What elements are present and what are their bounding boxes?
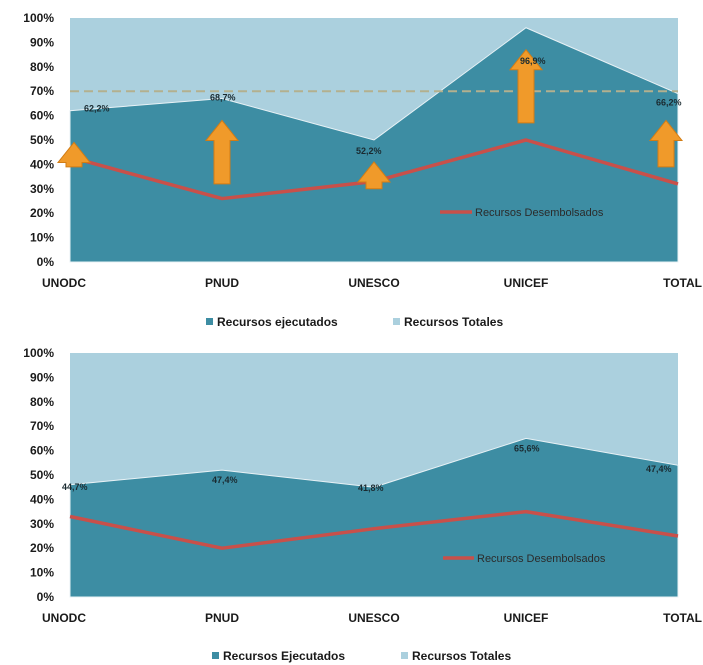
y-tick-label: 80% [30,60,54,74]
data-label-unesco: 52,2% [356,146,382,156]
line-legend-label: Recursos Desembolsados [475,207,604,219]
data-label-total: 47,4% [646,464,672,474]
arrow-pnud [204,119,240,185]
y-tick-label: 40% [30,492,54,506]
arrow-total [648,119,684,168]
x-tick-label-unesco: UNESCO [348,611,399,625]
data-label-unicef: 96,9% [520,56,546,66]
data-label-unesco: 41,8% [358,483,384,493]
x-tick-label-total: TOTAL [663,611,702,625]
legend-swatch-0 [212,652,219,659]
y-tick-label: 100% [23,11,54,25]
x-tick-label-unodc: UNODC [42,276,86,290]
chart-bottom: 44,7% 47,4% 41,8% 65,6% 47,4% 0% 10% 20% 30% 40% 5… [23,346,702,663]
y-tick-label: 50% [30,468,54,482]
line-legend-label: Recursos Desembolsados [477,553,606,565]
legend-label-1: Recursos Totales [404,315,503,329]
y-tick-label: 10% [30,566,54,580]
y-tick-label: 20% [30,206,54,220]
legend-swatch-1 [393,318,400,325]
y-tick-label: 80% [30,395,54,409]
legend-swatch-1 [401,652,408,659]
line-recursos-desembolsados [69,509,679,550]
x-tick-label-pnud: PNUD [205,276,239,290]
legend-label-0: Recursos ejecutados [217,315,338,329]
chart-top: 62,2% 68,7% 52,2% 96,9% 66,2% 0% 10% 20% 30% 40% 5… [23,11,702,329]
x-tick-label-unesco: UNESCO [348,276,399,290]
arrow-unodc [56,141,92,168]
y-tick-label: 60% [30,109,54,123]
y-tick-label: 50% [30,133,54,147]
legend-swatch-0 [206,318,213,325]
arrow-unesco [356,161,392,190]
y-tick-label: 90% [30,35,54,49]
x-tick-label-unicef: UNICEF [504,276,549,290]
y-tick-label: 90% [30,370,54,384]
legend-label-1: Recursos Totales [412,649,511,663]
data-label-unicef: 65,6% [514,443,540,453]
data-label-pnud: 68,7% [210,93,236,103]
x-tick-label-unicef: UNICEF [504,611,549,625]
y-tick-label: 40% [30,157,54,171]
y-tick-label: 20% [30,541,54,555]
y-tick-label: 100% [23,346,54,360]
y-tick-label: 30% [30,182,54,196]
x-tick-label-pnud: PNUD [205,611,239,625]
data-label-unodc: 62,2% [84,104,110,114]
y-tick-label: 0% [37,590,55,604]
data-label-total: 66,2% [656,98,682,108]
x-tick-label-unodc: UNODC [42,611,86,625]
area-recursos-ejecutados [69,437,679,598]
y-tick-label: 0% [37,255,55,269]
y-tick-label: 70% [30,84,54,98]
data-label-pnud: 47,4% [212,475,238,485]
legend-label-0: Recursos Ejecutados [223,649,345,663]
y-tick-label: 70% [30,419,54,433]
arrow-unicef [508,48,544,124]
y-tick-label: 60% [30,444,54,458]
y-tick-label: 30% [30,517,54,531]
data-label-unodc: 44,7% [62,482,88,492]
y-tick-label: 10% [30,231,54,245]
x-tick-label-total: TOTAL [663,276,702,290]
